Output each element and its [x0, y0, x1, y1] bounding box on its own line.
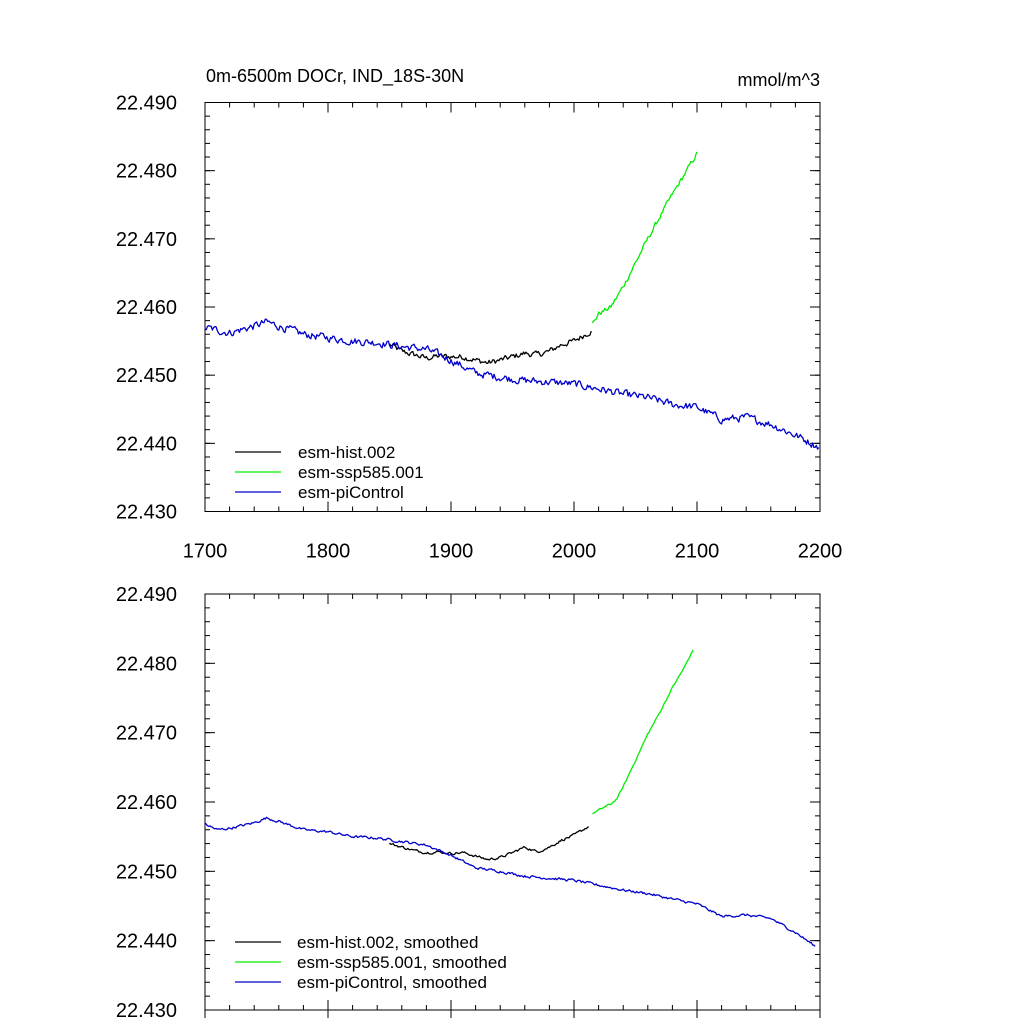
y-tick-label: 22.430 [116, 1000, 177, 1022]
legend-label: esm-piControl [298, 483, 404, 502]
y-tick-label: 22.470 [116, 723, 177, 745]
legend-label: esm-piControl, smoothed [297, 973, 487, 992]
units-label: mmol/m^3 [738, 70, 820, 90]
series-line-esm-ssp585-001 [591, 151, 698, 324]
y-tick-label: 22.440 [116, 433, 177, 455]
y-tick-label: 22.440 [116, 931, 177, 953]
y-tick-label: 22.480 [116, 161, 177, 183]
top-series-group [204, 151, 820, 450]
x-tick-label: 1900 [429, 541, 474, 563]
x-tick-label: 2200 [798, 541, 843, 563]
top-axis-ticks: 22.430 22.440 22.450 22.460 22.470 22.480 22.4… [116, 93, 842, 563]
y-tick-label: 22.490 [116, 93, 177, 115]
y-tick-label: 22.460 [116, 792, 177, 814]
y-tick-label: 22.480 [116, 653, 177, 675]
x-tick-label: 1700 [183, 541, 228, 563]
legend-label: esm-hist.002, smoothed [297, 933, 478, 952]
top-panel: 0m-6500m DOCr, IND_18S-30N mmol/m^3 22.4… [116, 66, 842, 563]
top-plot-frame [204, 102, 821, 512]
legend-label: esm-hist.002 [298, 443, 395, 462]
series-line-esm-picontrol-smoothed [204, 816, 816, 947]
x-tick-label: 1800 [306, 541, 351, 563]
y-tick-label: 22.460 [116, 297, 177, 319]
series-line-esm-picontrol [204, 318, 820, 450]
y-tick-label: 22.450 [116, 861, 177, 883]
y-tick-label: 22.470 [116, 229, 177, 251]
series-line-esm-hist-002-smoothed [389, 826, 589, 861]
bottom-plot-frame [204, 593, 821, 1011]
series-line-esm-ssp585-001-smoothed [592, 649, 694, 814]
y-tick-label: 22.490 [116, 584, 177, 606]
x-tick-label: 2100 [675, 541, 720, 563]
series-line-esm-hist-002 [388, 330, 592, 365]
y-tick-label: 22.430 [116, 502, 177, 524]
bottom-series-group [204, 649, 816, 947]
bottom-panel: 22.430 22.440 22.450 22.460 22.470 22.480 22.4… [116, 584, 821, 1022]
bottom-axis-ticks: 22.430 22.440 22.450 22.460 22.470 22.480 22.4… [116, 584, 821, 1022]
legend-label: esm-ssp585.001 [298, 463, 424, 482]
y-tick-label: 22.450 [116, 365, 177, 387]
x-tick-label: 2000 [552, 541, 597, 563]
legend-label: esm-ssp585.001, smoothed [297, 953, 507, 972]
chart-title: 0m-6500m DOCr, IND_18S-30N [206, 66, 464, 87]
